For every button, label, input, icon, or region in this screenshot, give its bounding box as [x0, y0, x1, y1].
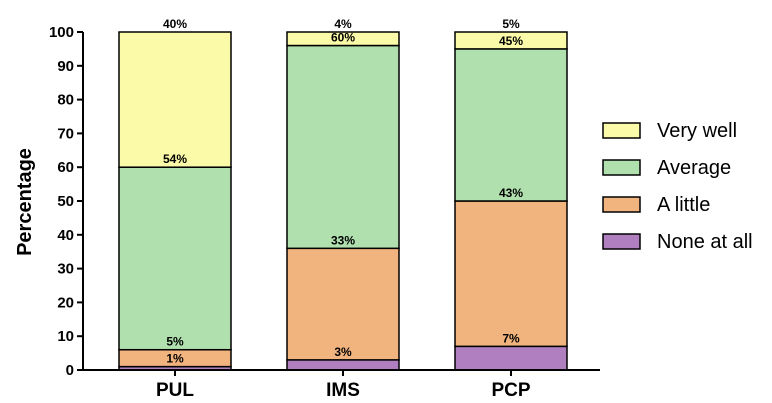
y-tick-label: 20	[57, 294, 74, 311]
data-label-pcp-average: 45%	[499, 34, 523, 48]
legend-swatch-a-little	[602, 196, 641, 213]
legend-label-very-well: Very well	[657, 120, 737, 142]
data-label-ims-a-little: 33%	[331, 233, 355, 247]
legend-label-none-at-all: None at all	[657, 231, 753, 253]
x-category-label-pcp: PCP	[491, 380, 530, 401]
bar-segment-ims-a-little	[286, 247, 400, 361]
legend: Very well Average A little None at all	[602, 120, 753, 253]
legend-swatch-none-at-all	[602, 233, 641, 250]
bar-segment-pcp-average	[454, 48, 568, 202]
legend-label-a-little: A little	[657, 194, 710, 216]
y-tick-label: 30	[57, 261, 74, 278]
data-label-pul-none-at-all: 1%	[166, 352, 184, 366]
legend-swatch-very-well	[602, 122, 641, 139]
bar-segment-pul-very-well	[118, 31, 232, 168]
y-tick-label: 50	[57, 193, 74, 210]
y-tick-label: 90	[57, 58, 74, 75]
data-label-ims-average: 60%	[331, 31, 355, 45]
data-label-pcp-very-well: 5%	[502, 17, 520, 31]
y-tick-label: 70	[57, 125, 74, 142]
y-tick-label: 0	[66, 362, 74, 379]
y-axis-title: Percentage	[14, 148, 36, 256]
bar-segment-pcp-none-at-all	[454, 345, 568, 371]
axes-layer: 0 10 20 30 40 50 60 70 80 90 100 PUL IMS PCP	[49, 24, 600, 401]
bar-segment-pul-average	[118, 166, 232, 351]
bar-segment-pcp-a-little	[454, 200, 568, 348]
legend-swatch-average	[602, 159, 641, 176]
bars-layer	[118, 31, 568, 371]
data-label-ims-very-well: 4%	[334, 17, 352, 31]
y-tick-label: 100	[49, 24, 74, 41]
bar-labels-layer: 1% 5% 54% 40% 3% 33% 60%4% 7% 43% 45% 5%	[163, 17, 523, 366]
data-label-pcp-a-little: 43%	[499, 186, 523, 200]
bar-segment-ims-very-well	[286, 31, 400, 47]
y-tick-label: 80	[57, 92, 74, 109]
data-label-pul-average: 54%	[163, 152, 187, 166]
y-tick-label: 60	[57, 159, 74, 176]
data-label-pcp-none-at-all: 7%	[502, 331, 520, 345]
legend-label-average: Average	[657, 157, 731, 179]
data-label-pul-very-well: 40%	[163, 17, 187, 31]
data-label-pul-a-little: 5%	[166, 335, 184, 349]
x-category-label-pul: PUL	[156, 380, 194, 401]
bar-segment-pcp-very-well	[454, 31, 568, 50]
data-label-ims-none-at-all: 3%	[334, 345, 352, 359]
bar-segment-ims-none-at-all	[286, 359, 400, 371]
y-tick-label: 40	[57, 227, 74, 244]
x-category-label-ims: IMS	[326, 380, 360, 401]
y-tick-label: 10	[57, 328, 74, 345]
bar-segment-ims-average	[286, 44, 400, 250]
